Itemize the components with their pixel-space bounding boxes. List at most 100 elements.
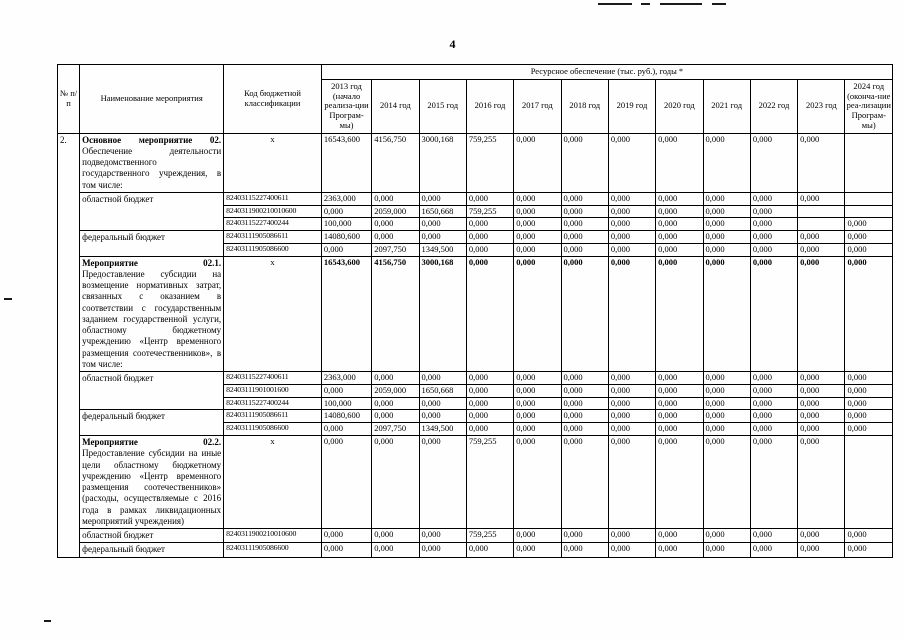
value-cell: 0,000 [320, 242, 373, 257]
budget-code-cell: 82403115227400244 [223, 217, 322, 232]
col-header-year: 2018 год [560, 78, 609, 134]
table-row: 8240311900210010600 0,000 2059,000 1650,668… [58, 204, 893, 219]
budget-code-cell: х [223, 435, 322, 529]
table-row: федеральный бюджет 82403111905086611 14080… [58, 230, 893, 257]
value-cell: 0,000 [797, 132, 846, 193]
value-cell: 0,000 [607, 371, 657, 385]
value-cell: 0,000 [465, 255, 515, 373]
value-cell: 0,000 [607, 242, 657, 257]
value-cell: 0,000 [513, 527, 562, 544]
value-cell: 0,000 [560, 230, 609, 244]
value-cell: 0,000 [560, 435, 609, 529]
value-cell: 0,000 [418, 435, 467, 529]
value-cell: 0,000 [655, 204, 704, 219]
value-cell: 0,000 [513, 396, 562, 411]
budget-code-cell: 8240311900210010600 [223, 204, 322, 219]
value-cell: 0,000 [702, 542, 751, 558]
table-row: областной бюджет 82403115227400611 2363,00… [58, 371, 893, 411]
budget-code-cell: 82403115227400244 [223, 396, 322, 411]
value-cell: 0,000 [371, 435, 420, 529]
value-cell: 0,000 [797, 383, 846, 398]
value-cell: 0,000 [797, 191, 846, 206]
value-cell: 0,000 [607, 542, 657, 558]
value-cell: 759,255 [465, 204, 515, 219]
table-row: Мероприятие 02.1. Предоставление субсиди… [58, 255, 893, 373]
value-cell: 0,000 [513, 422, 562, 436]
value-cell: 0,000 [418, 409, 467, 424]
value-cell: 0,000 [513, 217, 562, 232]
value-cell: 14080,600 [320, 409, 373, 424]
value-cell: 0,000 [560, 132, 609, 193]
value-cell: 0,000 [320, 204, 373, 219]
value-cell: 0,000 [797, 527, 846, 544]
budget-code-cell: 8240311900210010600 [223, 527, 322, 544]
activity-name-cell: Основное мероприятие 02. Обеспечение дея… [79, 132, 225, 193]
value-cell: 100,000 [320, 217, 373, 232]
value-cell: 0,000 [560, 409, 609, 424]
value-cell: 0,000 [465, 383, 515, 398]
value-cell: 0,000 [607, 383, 657, 398]
value-cell: 0,000 [607, 435, 657, 529]
value-cell: 0,000 [844, 527, 893, 544]
value-cell: 0,000 [702, 383, 751, 398]
budget-code-cell: 82403111905086600 [223, 542, 322, 558]
col-header-year: 2019 год [607, 78, 657, 134]
value-cell: 0,000 [560, 396, 609, 411]
budget-code-cell: 82403111905086611 [223, 409, 322, 424]
value-cell: 0,000 [513, 435, 562, 529]
value-cell: 0,000 [655, 422, 704, 436]
value-cell: 0,000 [749, 191, 799, 206]
value-cell: 0,000 [797, 409, 846, 424]
table-row: 82403115227400244 100,000 0,000 0,000 0,000 0… [58, 217, 893, 232]
value-cell: 3000,168 [418, 255, 467, 373]
value-cell: 0,000 [702, 422, 751, 436]
value-cell: 0,000 [844, 396, 893, 411]
value-cell: 2363,000 [320, 191, 373, 206]
table-row: Мероприятие 02.2. Предоставление субсиди… [58, 435, 893, 529]
value-cell: 0,000 [655, 542, 704, 558]
budget-code-cell: 82403111905086600 [223, 422, 322, 436]
value-cell: 16543,600 [320, 132, 373, 193]
value-cell: 0,000 [702, 255, 751, 373]
scan-mark-bottom-left [44, 620, 51, 622]
value-cell: 0,000 [607, 217, 657, 232]
value-cell: 0,000 [702, 217, 751, 232]
value-cell: 0,000 [655, 383, 704, 398]
scan-mark-top-2 [641, 3, 650, 5]
table-row: федеральный бюджет 82403111905086600 0,000… [58, 542, 893, 558]
value-cell: 0,000 [844, 371, 893, 385]
header-row-top: № п/п Наименование мероприятия Код бюдже… [56, 64, 894, 134]
col-header-resource: Ресурсное обеспечение (тыс. руб.), годы … [320, 64, 894, 80]
value-cell: 0,000 [465, 396, 515, 411]
value-cell: 0,000 [844, 217, 893, 232]
col-header-name: Наименование мероприятия [79, 64, 225, 134]
value-cell: 0,000 [607, 230, 657, 244]
value-cell: 0,000 [702, 242, 751, 257]
value-cell: 0,000 [320, 542, 373, 558]
value-cell: 0,000 [371, 396, 420, 411]
value-cell: 0,000 [702, 371, 751, 385]
value-cell: 0,000 [513, 230, 562, 244]
budget-code-cell: 82403111905086600 [223, 242, 322, 257]
budget-level-cell: областной бюджет [79, 191, 225, 232]
col-header-year: 2020 год [655, 78, 704, 134]
value-cell: 0,000 [702, 396, 751, 411]
value-cell: 0,000 [749, 435, 799, 529]
value-cell: 0,000 [560, 191, 609, 206]
value-cell: 0,000 [465, 371, 515, 385]
value-cell: 0,000 [797, 371, 846, 385]
value-cell: 0,000 [655, 191, 704, 206]
value-cell: 0,000 [465, 217, 515, 232]
value-cell: 0,000 [371, 409, 420, 424]
table-header: № п/п Наименование мероприятия Код бюдже… [56, 64, 894, 134]
table-row: областной бюджет 82403115227400611 2363,00… [58, 191, 893, 232]
page-number: 4 [449, 37, 456, 51]
budget-code-cell: 82403111901001600 [223, 383, 322, 398]
value-cell: 0,000 [320, 422, 373, 436]
col-header-year: 2023 год [797, 78, 846, 134]
value-cell: 0,000 [418, 371, 467, 385]
col-header-num: № п/п [56, 64, 81, 134]
budget-level-cell: федеральный бюджет [79, 409, 225, 436]
activity-title: Мероприятие 02.1. [82, 257, 222, 268]
value-cell: 0,000 [655, 217, 704, 232]
